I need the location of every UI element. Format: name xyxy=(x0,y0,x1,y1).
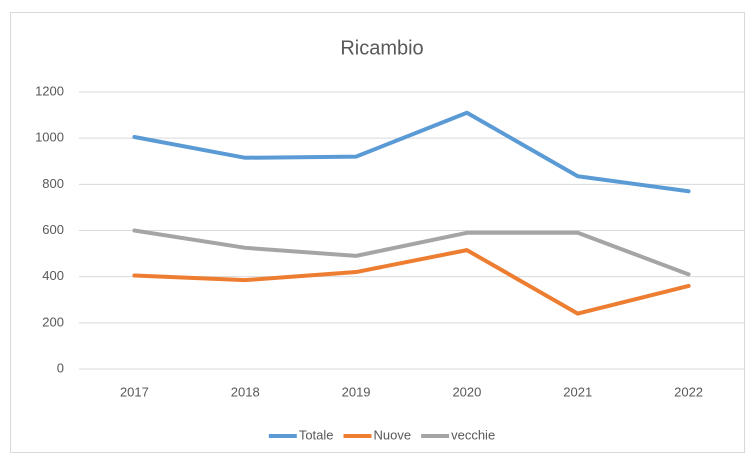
legend-label: vecchie xyxy=(451,427,495,442)
y-tick-label: 600 xyxy=(42,222,64,237)
y-tick-label: 400 xyxy=(42,268,64,283)
x-tick-label: 2018 xyxy=(231,384,260,399)
y-tick-label: 800 xyxy=(42,176,64,191)
series-line xyxy=(132,228,691,277)
chart-title: Ricambio xyxy=(340,37,423,59)
series-line xyxy=(132,110,691,194)
x-tick-label: 2022 xyxy=(674,384,703,399)
y-tick-label: 1000 xyxy=(35,130,64,145)
series-line xyxy=(132,248,691,316)
x-tick-label: 2017 xyxy=(120,384,149,399)
legend-label: Totale xyxy=(299,427,334,442)
x-tick-label: 2021 xyxy=(563,384,592,399)
legend-label: Nuove xyxy=(374,427,412,442)
chart-border xyxy=(10,12,745,453)
y-tick-label: 200 xyxy=(42,314,64,329)
y-tick-label: 1200 xyxy=(35,83,64,98)
y-tick-label: 0 xyxy=(57,360,64,375)
x-tick-label: 2019 xyxy=(342,384,371,399)
x-tick-label: 2020 xyxy=(452,384,481,399)
